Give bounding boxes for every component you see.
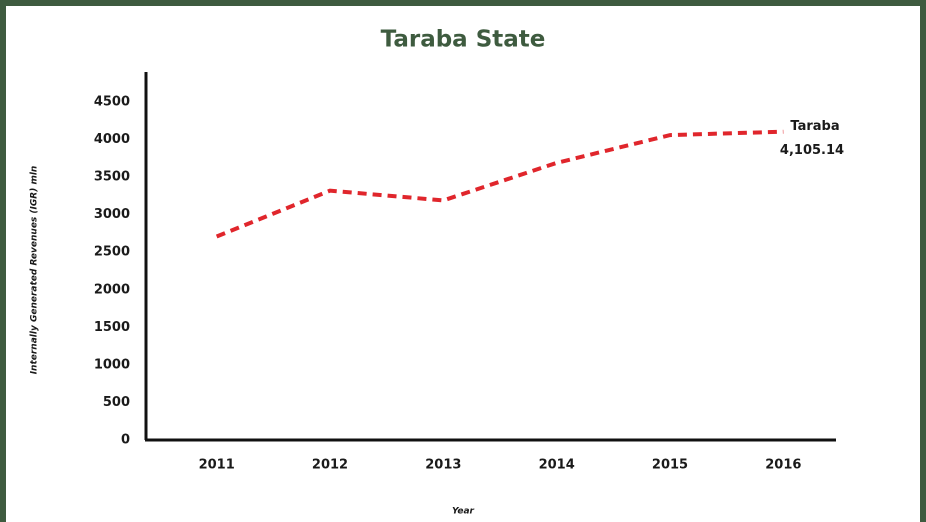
y-tick-label: 1000 <box>94 357 130 372</box>
x-tick-label: 2013 <box>425 458 461 473</box>
y-tick-label: 1500 <box>94 320 130 335</box>
y-tick-label: 4000 <box>94 132 130 147</box>
y-tick-label: 2000 <box>94 282 130 297</box>
x-tick-label: 2016 <box>765 458 801 473</box>
x-tick-label: 2014 <box>539 458 575 473</box>
y-tick-label: 500 <box>103 395 130 410</box>
chart-title: Taraba State <box>381 27 546 53</box>
x-tick-label: 2012 <box>312 458 348 473</box>
y-tick-label: 2500 <box>94 245 130 260</box>
data-label: 4,105.14 <box>780 143 844 158</box>
y-tick-label: 0 <box>121 433 130 448</box>
y-axis-label: Internally Generated Revenues (IGR) mln <box>30 166 40 375</box>
x-tick-label: 2011 <box>199 458 235 473</box>
series-label: Taraba <box>790 119 839 134</box>
y-tick-label: 3000 <box>94 207 130 222</box>
x-tick-label: 2015 <box>652 458 688 473</box>
y-tick-label: 3500 <box>94 170 130 185</box>
y-tick-label: 4500 <box>94 95 130 110</box>
x-axis-label: Year <box>452 507 475 517</box>
